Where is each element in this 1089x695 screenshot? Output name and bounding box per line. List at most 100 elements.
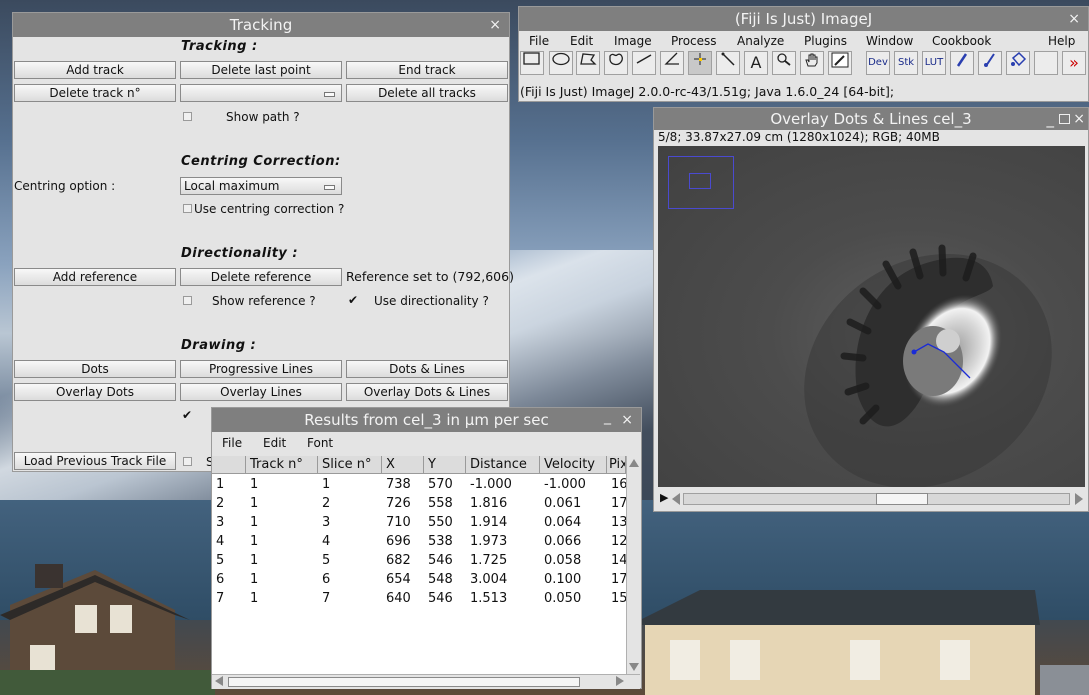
progressive-lines-button[interactable]: Progressive Lines	[180, 360, 342, 378]
tracking-title-bar[interactable]: Tracking ×	[13, 13, 509, 37]
more-tools-icon[interactable]: »	[1062, 51, 1086, 75]
magnifier-tool-icon[interactable]	[772, 51, 796, 75]
empty-tool-slot[interactable]	[1034, 51, 1058, 75]
column-header-distance[interactable]: Distance	[466, 456, 540, 474]
end-track-button[interactable]: End track	[346, 61, 508, 79]
oval-tool-icon[interactable]	[549, 51, 573, 75]
results-menu-font[interactable]: Font	[307, 436, 334, 450]
line-tool-icon[interactable]	[632, 51, 656, 75]
brush-tool-icon[interactable]	[978, 51, 1002, 75]
dots-button[interactable]: Dots	[14, 360, 176, 378]
results-vertical-scrollbar[interactable]	[626, 456, 641, 674]
lut-tool-icon[interactable]: LUT	[922, 51, 946, 75]
image-scrollbar[interactable]: ▶	[658, 491, 1085, 507]
results-menu-file[interactable]: File	[222, 436, 243, 450]
point-tool-icon[interactable]	[688, 51, 712, 75]
load-previous-track-file-button[interactable]: Load Previous Track File	[14, 452, 176, 470]
drawing-option-checkbox[interactable]: ✔	[182, 408, 193, 422]
close-icon[interactable]: ×	[621, 412, 633, 428]
image-canvas[interactable]	[658, 146, 1085, 487]
column-header-track[interactable]: Track n°	[246, 456, 318, 474]
text-tool-icon[interactable]: A	[744, 51, 768, 75]
centring-option-select[interactable]: Local maximum	[180, 177, 342, 195]
stk-tool-icon[interactable]: Stk	[894, 51, 918, 75]
image-title-bar[interactable]: Overlay Dots & Lines cel_3 _ ×	[654, 108, 1088, 130]
column-header-index[interactable]	[212, 456, 246, 474]
color-picker-tool-icon[interactable]	[828, 51, 852, 75]
results-menu-edit[interactable]: Edit	[263, 436, 287, 450]
table-row[interactable]: 4 1 4 696 538 1.973 0.066 12	[212, 532, 626, 551]
overlay-dots-button[interactable]: Overlay Dots	[14, 383, 176, 401]
angle-tool-icon[interactable]	[660, 51, 684, 75]
dots-and-lines-button[interactable]: Dots & Lines	[346, 360, 508, 378]
polygon-tool-icon[interactable]	[576, 51, 600, 75]
hand-tool-icon[interactable]	[800, 51, 824, 75]
delete-reference-button[interactable]: Delete reference	[180, 268, 342, 286]
scroll-left-arrow-icon[interactable]	[672, 493, 680, 505]
table-row[interactable]: 7 1 7 640 546 1.513 0.050 15	[212, 589, 626, 608]
delete-last-point-button[interactable]: Delete last point	[180, 61, 342, 79]
column-header-pix[interactable]: Pix	[607, 456, 626, 474]
table-row[interactable]: 5 1 5 682 546 1.725 0.058 14	[212, 551, 626, 570]
scroll-right-arrow-icon[interactable]	[616, 676, 624, 686]
show-path-checkbox[interactable]	[183, 112, 192, 121]
menu-plugins[interactable]: Plugins	[804, 34, 847, 48]
scroll-up-arrow-icon[interactable]	[629, 459, 639, 467]
freehand-tool-icon[interactable]	[604, 51, 628, 75]
add-reference-button[interactable]: Add reference	[14, 268, 176, 286]
menu-help[interactable]: Help	[1048, 34, 1076, 48]
scrollbar-thumb[interactable]	[228, 677, 580, 687]
close-icon[interactable]: ×	[1068, 11, 1080, 27]
delete-track-n-button[interactable]: Delete track n°	[14, 84, 176, 102]
column-header-slice[interactable]: Slice n°	[318, 456, 382, 474]
close-icon[interactable]: ×	[489, 17, 501, 33]
navigator-box[interactable]	[668, 156, 734, 209]
use-directionality-checkbox[interactable]: ✔	[348, 293, 359, 307]
menu-image[interactable]: Image	[614, 34, 652, 48]
rectangle-tool-icon[interactable]	[520, 51, 544, 75]
menu-file[interactable]: File	[529, 34, 550, 48]
table-row[interactable]: 6 1 6 654 548 3.004 0.100 17	[212, 570, 626, 589]
track-number-select[interactable]	[180, 84, 342, 102]
minimize-icon[interactable]: _	[604, 409, 611, 425]
use-centring-label: Use centring correction ?	[194, 202, 345, 216]
show-reference-checkbox[interactable]	[183, 296, 192, 305]
section-drawing: Drawing :	[181, 338, 257, 353]
results-title-bar[interactable]: Results from cel_3 in µm per sec _ ×	[212, 408, 641, 432]
pencil-tool-icon[interactable]	[950, 51, 974, 75]
minimize-icon[interactable]: _	[1046, 110, 1055, 128]
partial-checkbox[interactable]	[183, 457, 192, 466]
column-header-velocity[interactable]: Velocity	[540, 456, 607, 474]
results-horizontal-scrollbar[interactable]	[212, 674, 640, 689]
table-row[interactable]: 1 1 1 738 570 -1.000 -1.000 16	[212, 475, 626, 494]
flood-fill-tool-icon[interactable]	[1006, 51, 1030, 75]
table-row[interactable]: 2 1 2 726 558 1.816 0.061 17	[212, 494, 626, 513]
column-header-x[interactable]: X	[382, 456, 424, 474]
overlay-dots-and-lines-button[interactable]: Overlay Dots & Lines	[346, 383, 508, 401]
overlay-lines-button[interactable]: Overlay Lines	[180, 383, 342, 401]
column-header-y[interactable]: Y	[424, 456, 466, 474]
menu-cookbook[interactable]: Cookbook	[932, 34, 992, 48]
delete-all-tracks-button[interactable]: Delete all tracks	[346, 84, 508, 102]
play-icon[interactable]: ▶	[660, 491, 669, 504]
use-centring-checkbox[interactable]	[183, 204, 192, 213]
menu-analyze[interactable]: Analyze	[737, 34, 785, 48]
show-path-label: Show path ?	[226, 110, 300, 124]
table-row[interactable]: 3 1 3 710 550 1.914 0.064 13	[212, 513, 626, 532]
maximize-icon[interactable]	[1059, 114, 1070, 124]
scrollbar-thumb[interactable]	[876, 493, 928, 505]
wand-tool-icon[interactable]	[716, 51, 740, 75]
scroll-left-arrow-icon[interactable]	[215, 676, 223, 686]
close-icon[interactable]: ×	[1073, 111, 1085, 127]
imagej-title-bar[interactable]: (Fiji Is Just) ImageJ ×	[519, 7, 1088, 31]
menu-process[interactable]: Process	[671, 34, 717, 48]
cell-pix: 15	[611, 591, 626, 606]
scroll-right-arrow-icon[interactable]	[1075, 493, 1083, 505]
scroll-down-arrow-icon[interactable]	[629, 663, 639, 671]
add-track-button[interactable]: Add track	[14, 61, 176, 79]
menu-edit[interactable]: Edit	[570, 34, 594, 48]
results-title: Results from cel_3 in µm per sec	[304, 411, 549, 429]
dev-tool-icon[interactable]: Dev	[866, 51, 890, 75]
cell-track: 1	[250, 553, 259, 568]
menu-window[interactable]: Window	[866, 34, 914, 48]
